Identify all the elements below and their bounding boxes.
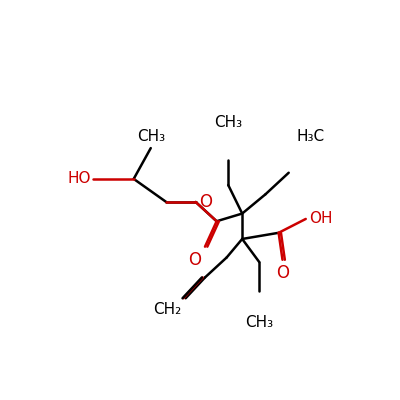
Text: CH₂: CH₂ [154,302,182,317]
Text: H₃C: H₃C [296,129,324,144]
Text: O: O [188,250,201,268]
Text: O: O [200,193,212,211]
Text: OH: OH [310,212,333,226]
Text: O: O [276,264,289,282]
Text: HO: HO [68,171,91,186]
Text: CH₃: CH₃ [214,115,242,130]
Text: CH₃: CH₃ [137,129,165,144]
Text: CH₃: CH₃ [245,315,273,330]
